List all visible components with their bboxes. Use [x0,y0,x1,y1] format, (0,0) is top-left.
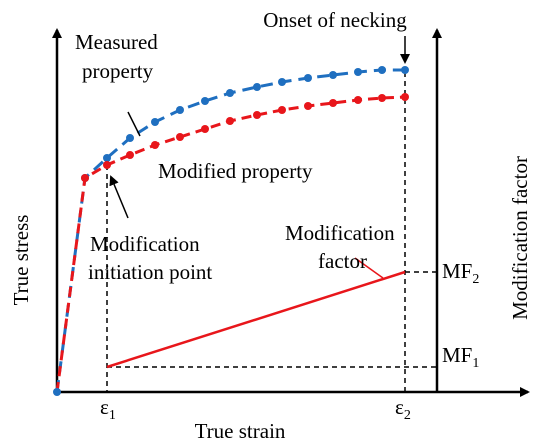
pointers [109,36,410,279]
factor-line [106,270,406,369]
eps2-main: ε [395,395,404,419]
eps1-main: ε [100,395,109,419]
initiation-label: Modification [90,232,200,256]
origin-dot [53,388,61,396]
curve-dot [226,117,234,125]
curve-dot [378,94,386,102]
eps1-label: ε1 [100,395,116,423]
mf1-label: MF1 [442,343,479,371]
curve-dot [201,97,209,105]
curve-dot [329,99,337,107]
y2-axis-title: Modification factor [508,156,532,320]
axes [52,28,530,397]
curve-dot [278,106,286,114]
curve-dot [354,96,362,104]
eps2-sub: 2 [404,408,411,423]
curve-dots [81,93,409,182]
factor-label: factor [318,249,367,273]
mf2-sub: 2 [472,272,479,287]
curve-dot [126,134,134,142]
curve-dot [329,71,337,79]
curve-dot [126,151,134,159]
modified-curve [55,93,409,393]
measured-label: property [82,59,154,83]
curve-dot [354,68,362,76]
curve-dot [253,111,261,119]
mf1-main: MF [442,343,472,367]
modified-label: Modified property [158,159,313,183]
curve-dot [151,118,159,126]
mf1-sub: 1 [472,356,479,371]
curve-dot [226,89,234,97]
curve-dot [253,83,261,91]
onset-label: Onset of necking [263,8,407,32]
mf2-main: MF [442,259,472,283]
curve-dot [176,133,184,141]
initiation-label: initiation point [88,260,212,284]
curve-dot [103,154,111,162]
curve-dot [401,93,409,101]
eps1-sub: 1 [109,408,116,423]
y-axis-title: True stress [9,215,33,306]
curve-dot [304,74,312,82]
curve-dot [103,161,111,169]
curve-dot [176,106,184,114]
guides [106,72,437,392]
measured-label: Measured [75,30,158,54]
curve-dot [304,102,312,110]
curve-dot [278,78,286,86]
eps2-label: ε2 [395,395,411,423]
curve-dot [378,66,386,74]
x-axis-title: True strain [195,419,286,443]
curve-dot [401,66,409,74]
curve-dot [151,141,159,149]
factor-label: Modification [285,221,395,245]
curve-dot [81,174,89,182]
curve-dot [201,125,209,133]
mf2-label: MF2 [442,259,479,287]
